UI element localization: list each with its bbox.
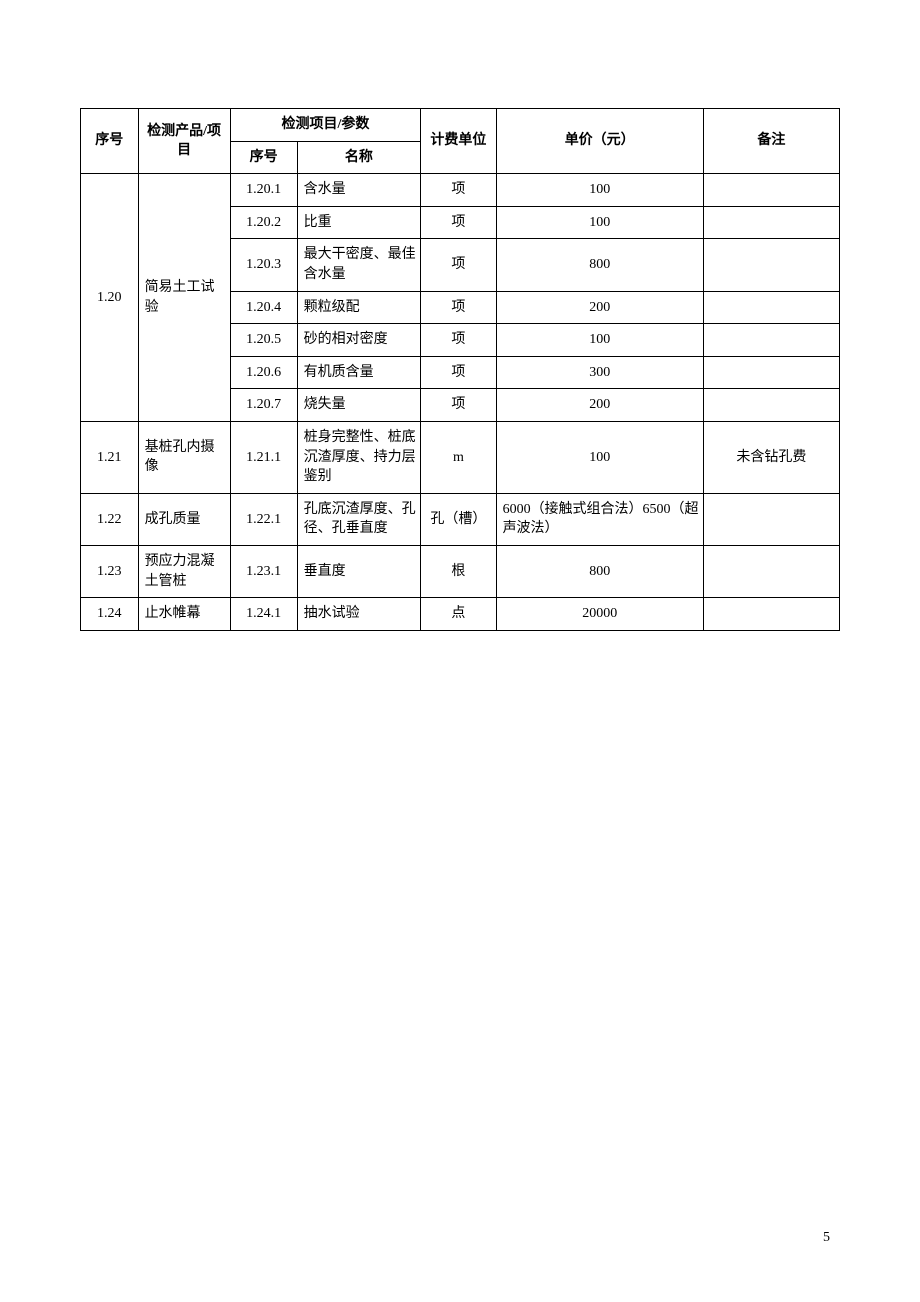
table-row: 1.22成孔质量1.22.1孔底沉渣厚度、孔径、孔垂直度孔（槽）6000（接触式… [81,493,840,545]
cell-price: 100 [496,324,703,357]
cell-price: 6000（接触式组合法）6500（超声波法） [496,493,703,545]
cell-sub-idx: 1.20.5 [230,324,297,357]
header-idx: 序号 [81,109,139,174]
cell-remark [703,545,839,597]
cell-remark [703,598,839,631]
cell-product: 基桩孔内摄像 [138,421,230,493]
cell-unit: 项 [421,291,496,324]
table-body: 1.20简易土工试验1.20.1含水量项1001.20.2比重项1001.20.… [81,174,840,631]
cell-group-idx: 1.21 [81,421,139,493]
cell-sub-idx: 1.20.6 [230,356,297,389]
page-number: 5 [823,1230,830,1246]
table-row: 1.21基桩孔内摄像1.21.1桩身完整性、桩底沉渣厚度、持力层鉴别m100未含… [81,421,840,493]
header-param-idx: 序号 [230,141,297,174]
cell-product: 止水帷幕 [138,598,230,631]
cell-price: 20000 [496,598,703,631]
table-row: 1.20简易土工试验1.20.1含水量项100 [81,174,840,207]
cell-unit: 项 [421,324,496,357]
table-row: 1.24止水帷幕1.24.1抽水试验点20000 [81,598,840,631]
cell-param-name: 最大干密度、最佳含水量 [297,239,421,291]
cell-price: 100 [496,421,703,493]
cell-unit: 根 [421,545,496,597]
cell-price: 100 [496,174,703,207]
cell-unit: 项 [421,206,496,239]
cell-param-name: 砂的相对密度 [297,324,421,357]
cell-unit: m [421,421,496,493]
cell-sub-idx: 1.21.1 [230,421,297,493]
cell-sub-idx: 1.20.2 [230,206,297,239]
cell-group-idx: 1.24 [81,598,139,631]
cell-remark [703,389,839,422]
table-row: 1.23预应力混凝土管桩1.23.1垂直度根800 [81,545,840,597]
cell-product: 成孔质量 [138,493,230,545]
cell-param-name: 抽水试验 [297,598,421,631]
header-param-name: 名称 [297,141,421,174]
cell-remark [703,291,839,324]
cell-param-name: 比重 [297,206,421,239]
cell-price: 200 [496,291,703,324]
cell-remark [703,206,839,239]
cell-param-name: 孔底沉渣厚度、孔径、孔垂直度 [297,493,421,545]
cell-remark [703,174,839,207]
cell-unit: 项 [421,174,496,207]
cell-group-idx: 1.22 [81,493,139,545]
cell-price: 100 [496,206,703,239]
header-remark: 备注 [703,109,839,174]
cell-price: 200 [496,389,703,422]
cell-price: 800 [496,545,703,597]
cell-remark [703,356,839,389]
cell-param-name: 有机质含量 [297,356,421,389]
cell-param-name: 垂直度 [297,545,421,597]
cell-remark: 未含钻孔费 [703,421,839,493]
cell-group-idx: 1.20 [81,174,139,422]
cell-remark [703,324,839,357]
cell-price: 800 [496,239,703,291]
header-product: 检测产品/项目 [138,109,230,174]
cell-sub-idx: 1.20.7 [230,389,297,422]
cell-unit: 项 [421,356,496,389]
cell-sub-idx: 1.20.1 [230,174,297,207]
cell-price: 300 [496,356,703,389]
header-unit: 计费单位 [421,109,496,174]
cell-sub-idx: 1.20.3 [230,239,297,291]
table-header: 序号 检测产品/项目 检测项目/参数 计费单位 单价（元） 备注 序号 名称 [81,109,840,174]
header-param-group: 检测项目/参数 [230,109,421,142]
cell-product: 简易土工试验 [138,174,230,422]
cell-param-name: 桩身完整性、桩底沉渣厚度、持力层鉴别 [297,421,421,493]
cell-remark [703,239,839,291]
cell-sub-idx: 1.24.1 [230,598,297,631]
cell-product: 预应力混凝土管桩 [138,545,230,597]
cell-unit: 项 [421,239,496,291]
pricing-table: 序号 检测产品/项目 检测项目/参数 计费单位 单价（元） 备注 序号 名称 1… [80,108,840,631]
cell-remark [703,493,839,545]
cell-param-name: 烧失量 [297,389,421,422]
cell-sub-idx: 1.22.1 [230,493,297,545]
cell-sub-idx: 1.23.1 [230,545,297,597]
cell-unit: 点 [421,598,496,631]
cell-unit: 项 [421,389,496,422]
cell-unit: 孔（槽） [421,493,496,545]
cell-sub-idx: 1.20.4 [230,291,297,324]
cell-group-idx: 1.23 [81,545,139,597]
header-price: 单价（元） [496,109,703,174]
cell-param-name: 颗粒级配 [297,291,421,324]
cell-param-name: 含水量 [297,174,421,207]
